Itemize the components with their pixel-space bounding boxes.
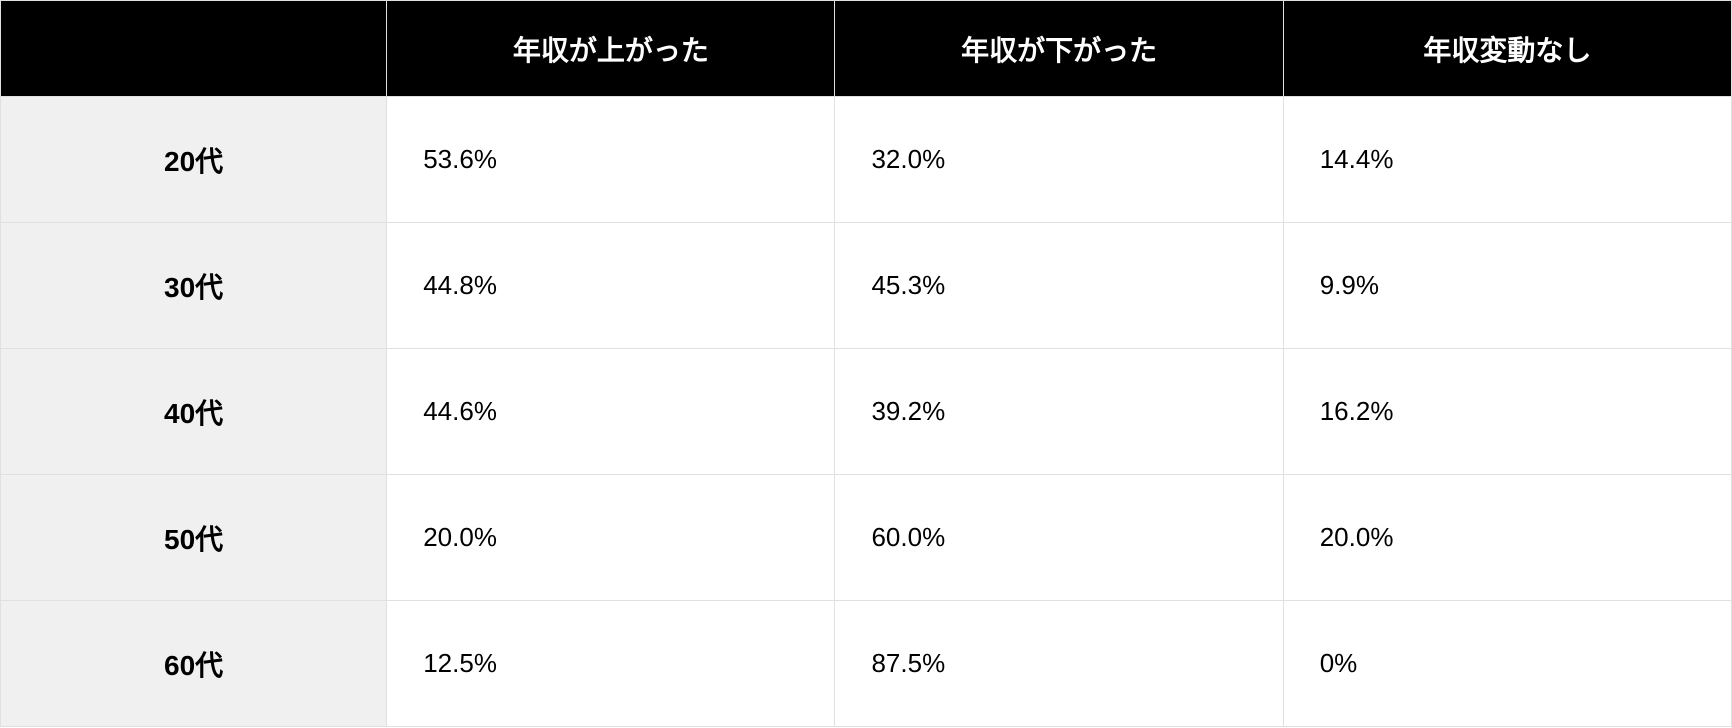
table-cell: 32.0% [835, 97, 1283, 223]
table-row: 40代 44.6% 39.2% 16.2% [1, 349, 1732, 475]
table-cell: 14.4% [1283, 97, 1731, 223]
row-header-30s: 30代 [1, 223, 387, 349]
row-header-40s: 40代 [1, 349, 387, 475]
table-row: 50代 20.0% 60.0% 20.0% [1, 475, 1732, 601]
table-cell: 20.0% [387, 475, 835, 601]
table-header-row: 年収が上がった 年収が下がった 年収変動なし [1, 1, 1732, 97]
table-cell: 87.5% [835, 601, 1283, 727]
column-header-increased: 年収が上がった [387, 1, 835, 97]
income-change-by-age-table: 年収が上がった 年収が下がった 年収変動なし 20代 53.6% 32.0% 1… [0, 0, 1732, 727]
table-cell: 44.6% [387, 349, 835, 475]
table-cell: 39.2% [835, 349, 1283, 475]
column-header-nochange: 年収変動なし [1283, 1, 1731, 97]
row-header-20s: 20代 [1, 97, 387, 223]
column-header-empty [1, 1, 387, 97]
table-cell: 44.8% [387, 223, 835, 349]
row-header-50s: 50代 [1, 475, 387, 601]
table-cell: 12.5% [387, 601, 835, 727]
table-row: 60代 12.5% 87.5% 0% [1, 601, 1732, 727]
column-header-decreased: 年収が下がった [835, 1, 1283, 97]
table-cell: 20.0% [1283, 475, 1731, 601]
table-row: 30代 44.8% 45.3% 9.9% [1, 223, 1732, 349]
table-cell: 60.0% [835, 475, 1283, 601]
table-cell: 45.3% [835, 223, 1283, 349]
row-header-60s: 60代 [1, 601, 387, 727]
table-cell: 0% [1283, 601, 1731, 727]
table-cell: 9.9% [1283, 223, 1731, 349]
table-row: 20代 53.6% 32.0% 14.4% [1, 97, 1732, 223]
table-cell: 16.2% [1283, 349, 1731, 475]
table-cell: 53.6% [387, 97, 835, 223]
